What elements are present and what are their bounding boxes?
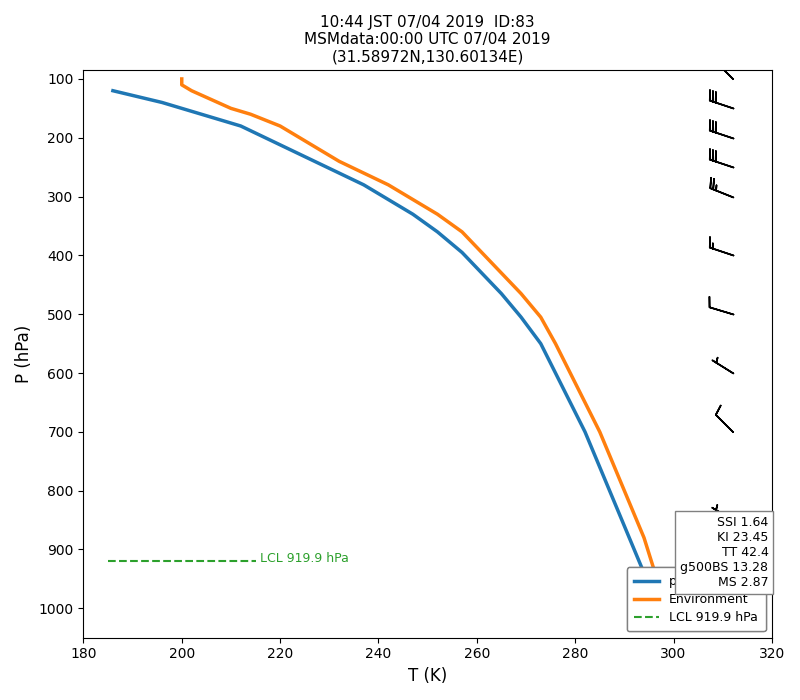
Text: SSI 1.64
KI 23.45
TT 42.4
g500BS 13.28
MS 2.87: SSI 1.64 KI 23.45 TT 42.4 g500BS 13.28 M…: [681, 516, 769, 589]
Legend: parcel profile, Environment, LCL 919.9 hPa: parcel profile, Environment, LCL 919.9 h…: [626, 568, 766, 631]
Text: LCL 919.9 hPa: LCL 919.9 hPa: [261, 552, 350, 565]
Y-axis label: P (hPa): P (hPa): [15, 325, 33, 383]
X-axis label: T (K): T (K): [408, 667, 447, 685]
Title: 10:44 JST 07/04 2019  ID:83
MSMdata:00:00 UTC 07/04 2019
(31.58972N,130.60134E): 10:44 JST 07/04 2019 ID:83 MSMdata:00:00…: [304, 15, 551, 65]
